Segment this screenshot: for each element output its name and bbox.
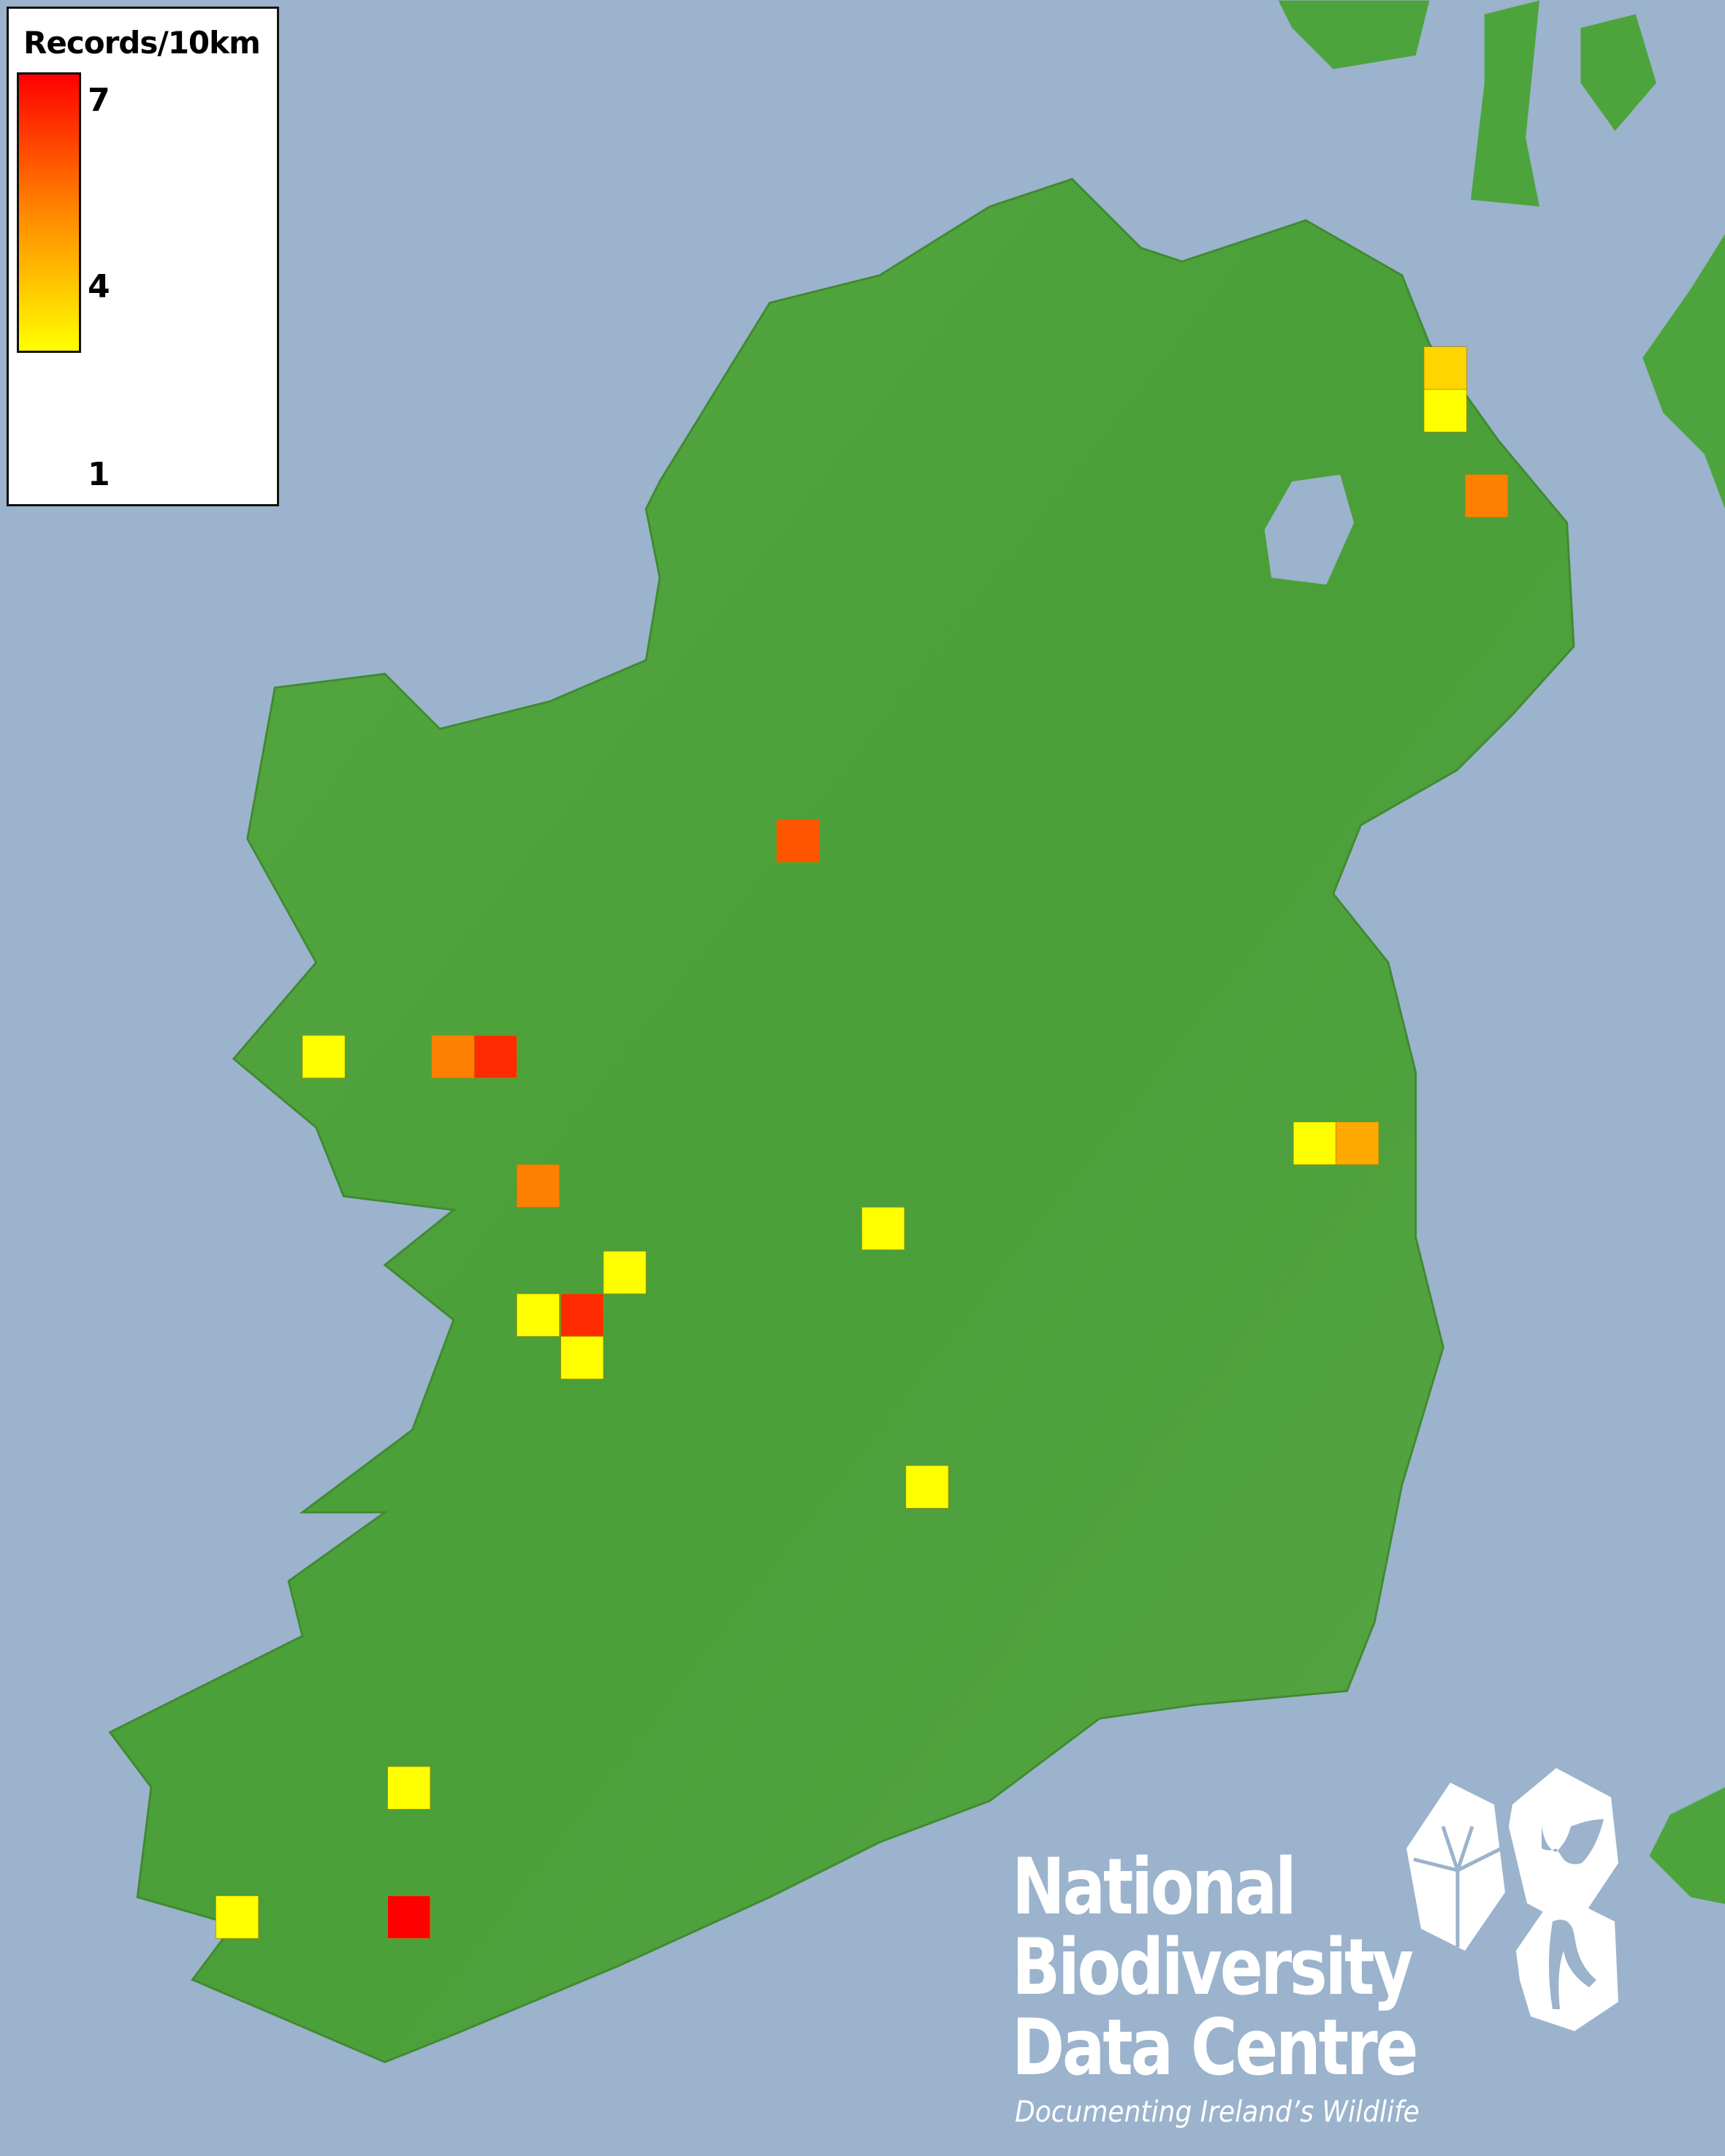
record-square: [603, 1251, 647, 1295]
record-square: [516, 1164, 560, 1208]
record-square: [905, 1465, 949, 1509]
butterfly-icon: [1509, 1768, 1618, 1929]
logo-line-1: National: [1012, 1842, 1297, 1932]
scotland-island: [1470, 0, 1540, 207]
wales-coast: [1649, 1787, 1725, 1905]
legend-max-label: 7: [88, 82, 110, 119]
logo-line-3: Data Centre: [1012, 2003, 1418, 2092]
record-square: [516, 1293, 560, 1337]
record-square: [387, 1895, 431, 1939]
scotland-island: [1278, 0, 1430, 69]
record-square: [861, 1206, 905, 1251]
record-square: [387, 1766, 431, 1810]
logo-tagline: Documenting Ireland’s Wildlife: [1015, 2095, 1420, 2129]
tree-icon: [1406, 1783, 1505, 1951]
record-square: [560, 1336, 604, 1379]
legend-title: Records/10km: [23, 25, 261, 61]
record-square: [1465, 474, 1509, 518]
lough-neagh: [1264, 474, 1355, 585]
record-square: [1423, 346, 1467, 390]
record-square: [215, 1895, 259, 1939]
logo-hexagons: [1406, 1768, 1618, 2031]
record-square: [1336, 1121, 1379, 1165]
record-square: [776, 819, 820, 863]
logo-line-2: Biodiversity: [1012, 1922, 1414, 2012]
record-square: [560, 1293, 604, 1337]
legend-min-label: 1: [88, 456, 110, 493]
record-square: [473, 1035, 517, 1078]
legend-color-bar: [17, 72, 81, 353]
scotland-coast: [1642, 234, 1725, 509]
scotland-island: [1580, 14, 1656, 132]
records-squares: [215, 346, 1509, 1939]
nbdc-logo: National Biodiversity Data Centre Docume…: [1012, 1768, 1640, 2148]
record-square: [1292, 1121, 1336, 1165]
record-square: [302, 1035, 346, 1078]
record-square: [431, 1035, 475, 1078]
legend: Records/10km 7 4 1: [7, 7, 279, 506]
seahorse-icon: [1516, 1892, 1618, 2031]
legend-mid-label: 4: [88, 268, 110, 305]
record-square: [1423, 389, 1467, 433]
